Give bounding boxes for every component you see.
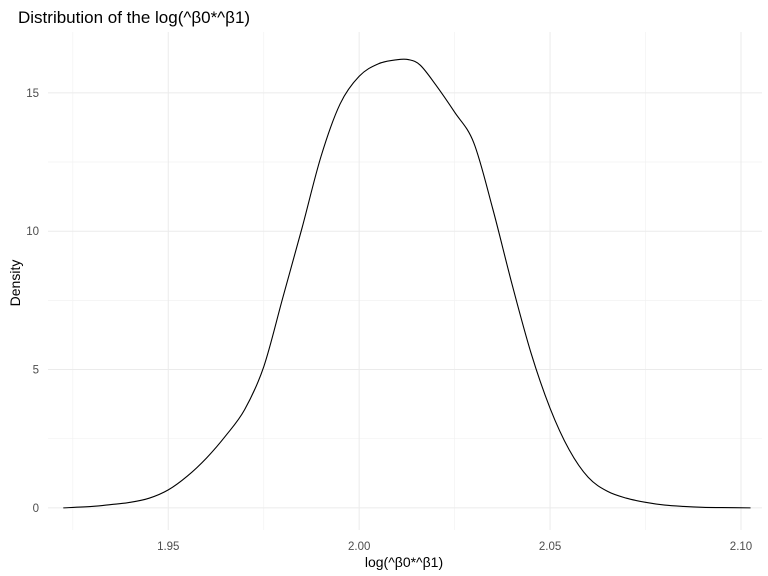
chart-title: Distribution of the log(^β0*^β1)	[18, 8, 250, 27]
y-axis-title: Density	[7, 260, 23, 307]
y-tick-label: 5	[33, 365, 39, 377]
y-tick-label: 0	[33, 503, 39, 515]
y-tick-label: 15	[26, 88, 39, 100]
x-axis-title: log(^β0*^β1)	[365, 554, 443, 570]
x-tick-label: 2.10	[730, 541, 752, 553]
density-curve	[63, 58, 751, 509]
y-tick-label: 10	[26, 226, 39, 238]
grid	[48, 32, 762, 530]
x-tick-label: 2.00	[348, 541, 370, 553]
tick-labels: 0 5 10 15 1.95 2.00 2.05 2.10	[26, 88, 752, 553]
x-tick-label: 1.95	[157, 541, 179, 553]
x-tick-label: 2.05	[539, 541, 561, 553]
